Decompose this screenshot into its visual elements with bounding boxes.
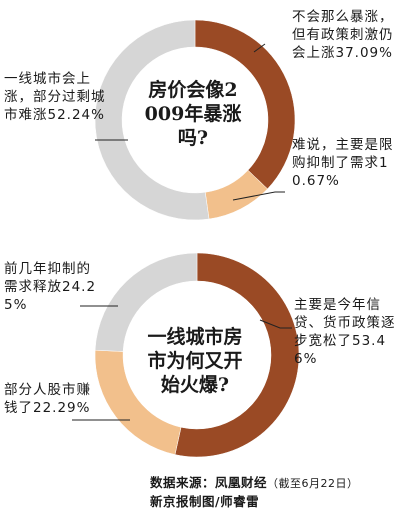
footer: 数据来源：凤凰财经（截至6月22日） 新京报制图/师睿雷 bbox=[150, 474, 398, 511]
leader-line-2a bbox=[259, 319, 292, 329]
source-text: 数据来源：凤凰财经 bbox=[150, 475, 268, 490]
chart2-slice3-text: 前几年抑制的需求释放 bbox=[4, 261, 91, 295]
leader-line-1b bbox=[232, 191, 285, 201]
chart2-slice3-label: 前几年抑制的需求释放24.25% bbox=[4, 260, 104, 314]
chart2-slice1 bbox=[174, 252, 300, 458]
chart2-slice2-value: 22.29% bbox=[33, 400, 91, 416]
chart1-slice1-value: 37.09% bbox=[335, 45, 393, 61]
chart2-slice1-value: 53.46% bbox=[294, 333, 387, 367]
chart2-slice3-value: 24.25% bbox=[4, 279, 97, 313]
chart1-slice1-label: 不会那么暴涨，但有政策刺激仍会上涨37.09% bbox=[292, 8, 396, 62]
donut-chart-1 bbox=[94, 19, 296, 221]
chart1-slice2-value: 10.67% bbox=[292, 155, 389, 189]
chart1-title: 房价会像2009年暴涨吗? bbox=[144, 79, 242, 149]
chart1-slice2-text: 难说，主要是限购抑制了需求 bbox=[292, 137, 394, 171]
leader-line-1a bbox=[253, 43, 266, 53]
date-note: （截至6月22日） bbox=[267, 477, 359, 490]
credit-text: 新京报制图/师睿雷 bbox=[150, 494, 260, 509]
chart2-title: 一线城市房市为何又开始火爆? bbox=[147, 326, 243, 396]
chart1-slice3-value: 52.24% bbox=[47, 107, 105, 123]
chart2-slice3 bbox=[94, 252, 198, 352]
chart1-slice2-label: 难说，主要是限购抑制了需求10.67% bbox=[292, 136, 396, 190]
chart1-slice3-label: 一线城市会上涨，部分过剩城市难涨52.24% bbox=[4, 70, 108, 124]
chart2-slice2-label: 部分人股市赚钱了22.29% bbox=[4, 381, 104, 417]
chart1-slice1-text: 不会那么暴涨，但有政策刺激仍会上涨 bbox=[292, 9, 394, 61]
donut-chart-2 bbox=[94, 252, 300, 458]
chart2-slice2-text: 部分人股市赚钱了 bbox=[4, 382, 91, 416]
chart2-slice1-text: 主要是今年信贷、货币政策逐步宽松了 bbox=[294, 297, 396, 349]
chart2-slice1-label: 主要是今年信贷、货币政策逐步宽松了53.46% bbox=[294, 296, 398, 368]
chart1-slice3-text: 一线城市会上涨，部分过剩城市难涨 bbox=[4, 71, 106, 123]
chart1-slice3 bbox=[94, 19, 210, 221]
